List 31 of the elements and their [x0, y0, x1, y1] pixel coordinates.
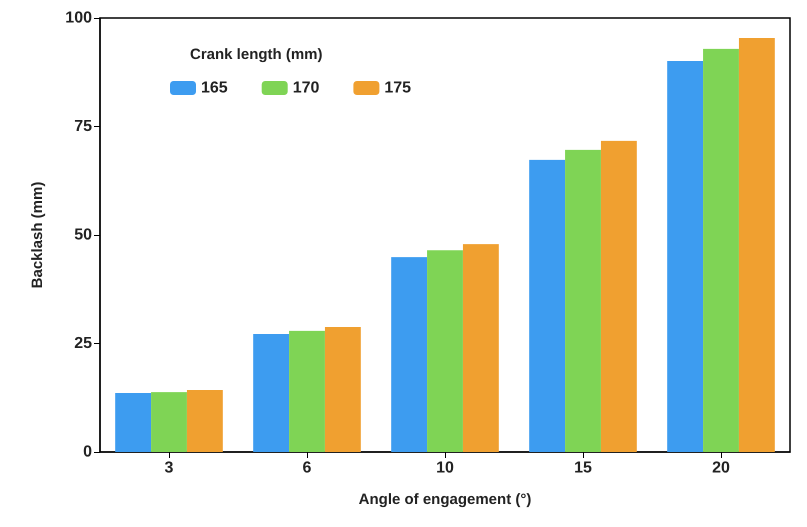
y-tick-label: 50 [74, 226, 92, 244]
x-tick-label: 20 [712, 460, 730, 476]
bar [462, 244, 499, 452]
x-tick-label: 10 [436, 460, 454, 476]
x-axis-title: Angle of engagement (°) [358, 491, 532, 508]
bar [391, 257, 428, 452]
bar [253, 334, 290, 452]
bar [186, 390, 223, 452]
x-tick-label: 3 [164, 460, 174, 476]
bar [738, 38, 775, 452]
y-tick-label: 25 [74, 335, 92, 352]
bar [324, 327, 361, 452]
y-tick-label: 75 [74, 118, 92, 135]
bar [427, 250, 463, 452]
bar [529, 160, 566, 452]
legend-label: 165 [201, 80, 228, 96]
legend-label: 170 [292, 80, 320, 96]
y-tick-label: 0 [83, 444, 92, 460]
legend-title: Crank length (mm) [190, 46, 323, 63]
bar [289, 330, 325, 452]
bar [151, 392, 187, 452]
y-tick-label: 100 [65, 10, 92, 26]
x-tick-label: 15 [574, 460, 592, 476]
x-tick-label: 6 [302, 460, 312, 476]
bar [115, 392, 152, 452]
bar [703, 48, 739, 452]
y-axis-title: Backlash (mm) [29, 182, 46, 288]
bar [565, 150, 601, 452]
legend-label: 175 [384, 80, 412, 96]
bar [667, 60, 704, 452]
bar [600, 140, 637, 452]
